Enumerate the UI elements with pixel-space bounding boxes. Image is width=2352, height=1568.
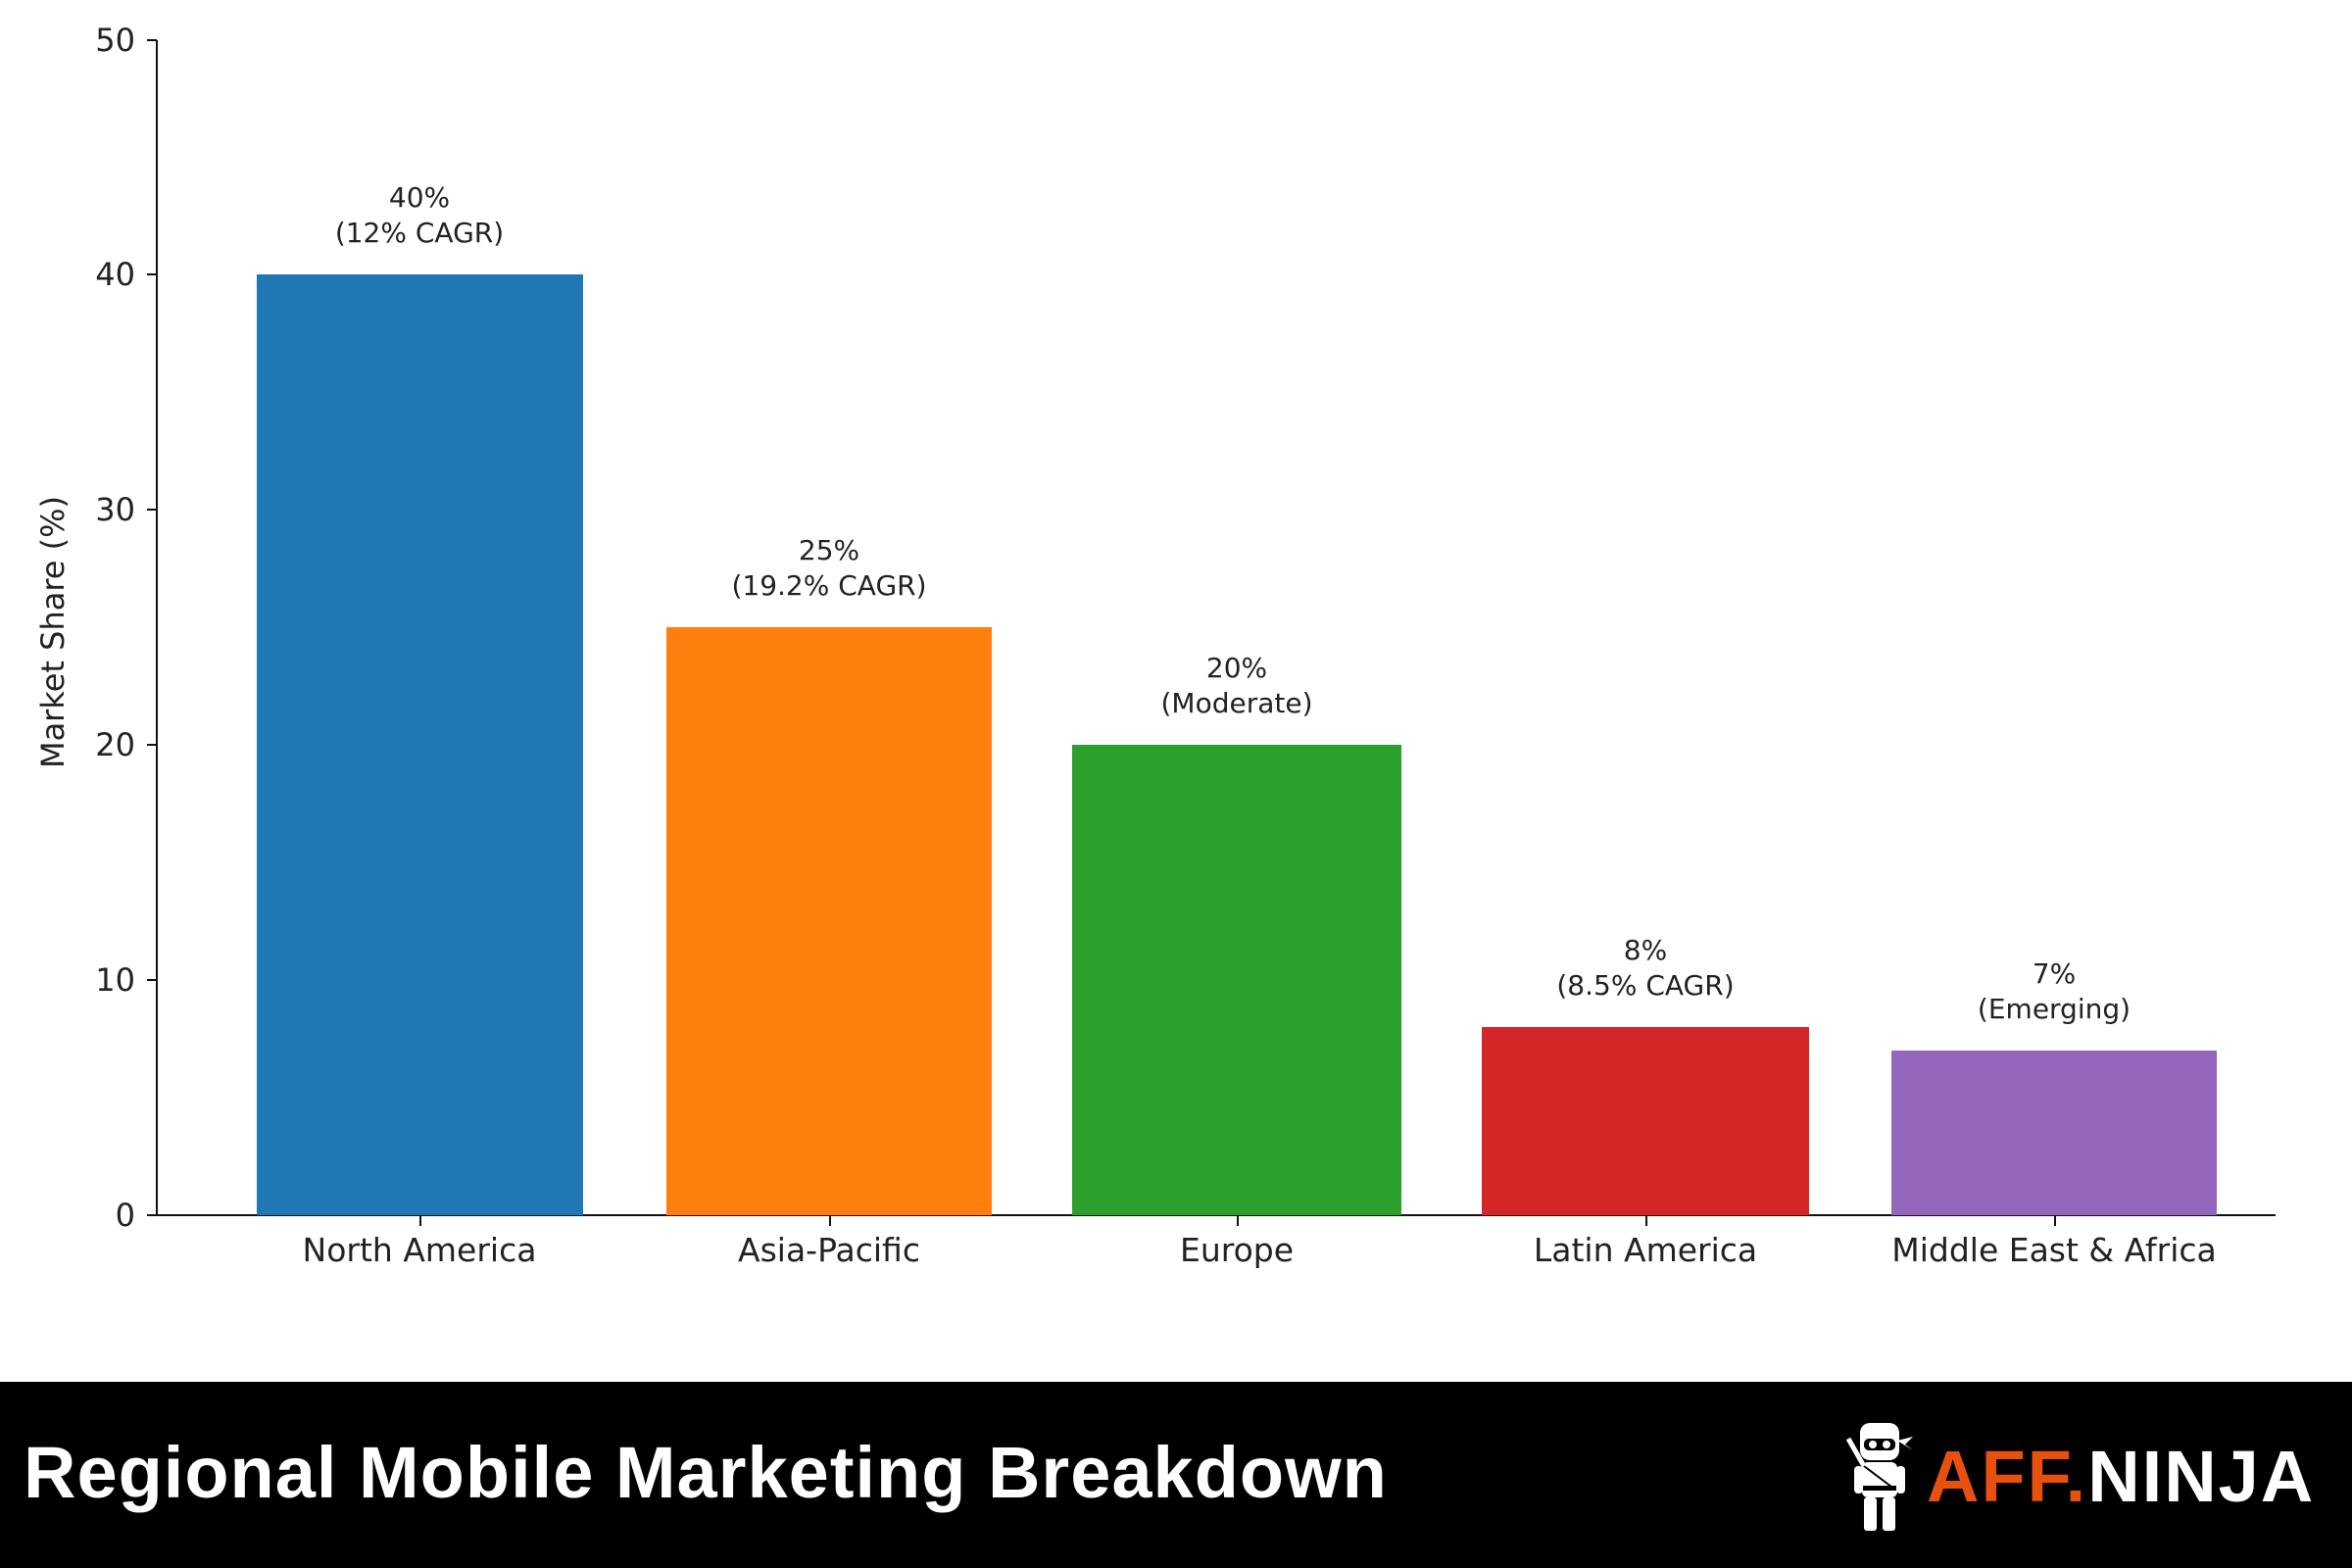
y-tick (147, 979, 157, 981)
y-tick (147, 273, 157, 275)
y-tick (147, 509, 157, 511)
y-tick (147, 1214, 157, 1216)
bar-asia-pacific (666, 627, 992, 1215)
annotation-note: (19.2% CAGR) (731, 569, 927, 602)
x-axis-line (156, 1214, 2276, 1216)
x-label: North America (302, 1231, 537, 1269)
x-tick (1645, 1216, 1647, 1226)
annotation-note: (Moderate) (1160, 687, 1313, 719)
logo-aff: AFF. (1927, 1436, 2088, 1517)
y-tick-label: 50 (95, 22, 135, 59)
bar-europe (1072, 745, 1401, 1215)
bar-middle-east-africa (1891, 1051, 2217, 1215)
y-tick (147, 744, 157, 746)
y-tick-label: 10 (95, 961, 135, 999)
x-label: Asia-Pacific (738, 1231, 920, 1269)
bar-chart: Market Share (%) 0 10 20 30 40 50 40% (1… (34, 22, 2276, 1269)
x-label: Middle East & Africa (1891, 1231, 2217, 1269)
footer-banner: Regional Mobile Marketing Breakdown AFF.… (0, 1382, 2352, 1568)
bar-annotation: 20% (Moderate) (1041, 651, 1433, 721)
annotation-note: (12% CAGR) (334, 217, 505, 249)
y-tick-label: 0 (115, 1197, 135, 1234)
bar-annotation: 7% (Emerging) (1858, 956, 2250, 1027)
annotation-value: 40% (388, 181, 451, 214)
aff-ninja-logo: AFF.NINJA (1842, 1417, 2332, 1535)
bar-annotation: 40% (12% CAGR) (223, 180, 615, 251)
logo-ninja: NINJA (2087, 1436, 2316, 1517)
x-label: Europe (1179, 1231, 1295, 1269)
x-tick (2054, 1216, 2056, 1226)
y-axis-line (156, 40, 158, 1216)
y-tick-label: 30 (95, 491, 135, 528)
annotation-note: (8.5% CAGR) (1556, 969, 1735, 1002)
x-tick (419, 1216, 421, 1226)
y-tick-label: 20 (95, 726, 135, 763)
x-label: Latin America (1533, 1231, 1758, 1269)
bar-annotation: 8% (8.5% CAGR) (1449, 933, 1841, 1004)
bar-latin-america (1482, 1027, 1809, 1215)
annotation-value: 8% (1623, 934, 1668, 966)
y-tick-label: 40 (95, 256, 135, 293)
bar-north-america (257, 274, 583, 1215)
chart-title: Regional Mobile Marketing Breakdown (24, 1432, 1388, 1513)
annotation-value: 20% (1205, 652, 1268, 684)
y-tick (147, 39, 157, 41)
annotation-value: 25% (798, 534, 860, 566)
bar-annotation: 25% (19.2% CAGR) (633, 533, 1025, 604)
ninja-mascot-icon (1845, 1423, 1913, 1531)
annotation-value: 7% (2032, 957, 2077, 990)
annotation-note: (Emerging) (1977, 993, 2132, 1025)
x-tick (1237, 1216, 1239, 1226)
logo-wordmark: AFF.NINJA (1927, 1435, 2315, 1518)
x-tick (829, 1216, 831, 1226)
